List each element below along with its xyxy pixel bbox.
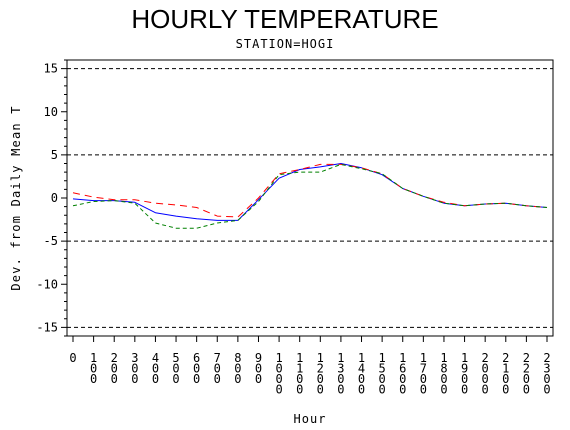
plot-frame [66, 59, 554, 337]
chart-subtitle: STATION=HOGI [235, 37, 335, 51]
y-tick-label: -10 [36, 277, 58, 291]
y-tick-label: 15 [44, 62, 58, 76]
y-tick-label: 10 [44, 105, 58, 119]
y-axis-label: Dev. from Daily Mean T [9, 105, 23, 290]
series-line-3 [72, 163, 548, 229]
y-tick-label: -5 [44, 234, 58, 248]
y-tick-label: 5 [51, 148, 58, 162]
chart-title: HOURLY TEMPERATURE [131, 4, 439, 34]
x-tick-label: 0 [69, 351, 76, 365]
y-tick-label: 0 [51, 191, 58, 205]
x-axis-label: Hour [294, 412, 327, 426]
y-tick-label: -15 [36, 320, 58, 334]
